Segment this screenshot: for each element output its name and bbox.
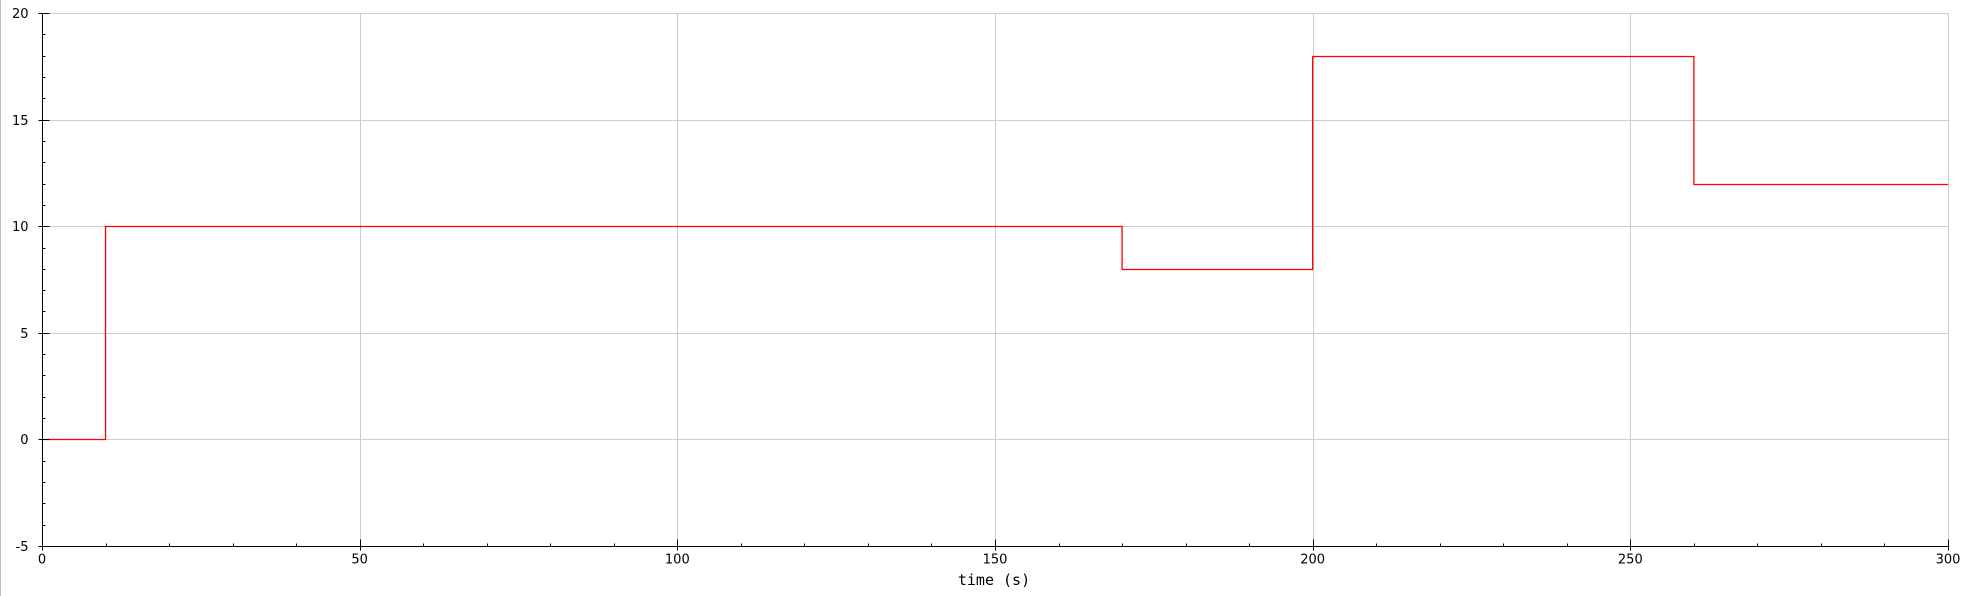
y-tick-label: 20 (12, 7, 29, 22)
tick-labels: 0 50 100 150 200 250 300 -5 0 5 10 15 20 (12, 7, 1960, 568)
series-layer (42, 55, 1948, 441)
y-tick-label: 10 (12, 220, 29, 235)
y-tick-label: 15 (12, 114, 29, 129)
series-line-0 (42, 55, 1948, 441)
x-tick-label: 200 (1300, 553, 1325, 568)
x-tick-label: 0 (38, 553, 46, 568)
x-axis-title: time (s) (958, 571, 1030, 589)
x-tick-label: 50 (351, 553, 368, 568)
axes (38, 13, 1949, 551)
x-tick-label: 300 (1936, 553, 1961, 568)
grid-lines (42, 13, 1949, 547)
y-tick-label: 0 (20, 433, 28, 448)
y-tick-label: 5 (20, 327, 28, 342)
y-tick-label: -5 (16, 540, 29, 555)
x-tick-label: 150 (983, 553, 1008, 568)
x-tick-label: 250 (1618, 553, 1643, 568)
x-tick-label: 100 (665, 553, 690, 568)
